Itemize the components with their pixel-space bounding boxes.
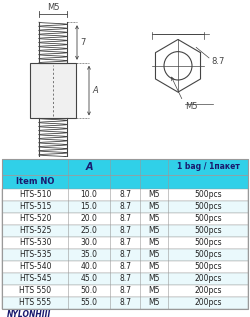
- Text: 50.0: 50.0: [80, 287, 98, 295]
- Text: 20.0: 20.0: [80, 214, 98, 223]
- Text: HTS-525: HTS-525: [19, 226, 51, 236]
- Text: 35.0: 35.0: [80, 250, 98, 260]
- Text: 500pcs: 500pcs: [194, 250, 222, 260]
- Text: M5: M5: [148, 226, 160, 236]
- Text: 500pcs: 500pcs: [194, 203, 222, 211]
- Text: HTS 550: HTS 550: [19, 287, 51, 295]
- Text: A: A: [85, 162, 93, 172]
- Text: M5: M5: [148, 262, 160, 271]
- Text: M5: M5: [148, 191, 160, 199]
- Text: HTS-540: HTS-540: [19, 262, 51, 271]
- Text: HTS 555: HTS 555: [19, 299, 51, 307]
- Text: M5: M5: [148, 287, 160, 295]
- Text: M5: M5: [148, 238, 160, 248]
- Text: 500pcs: 500pcs: [194, 191, 222, 199]
- Text: 500pcs: 500pcs: [194, 238, 222, 248]
- Text: M5: M5: [148, 275, 160, 283]
- Bar: [30, 63, 76, 119]
- Text: M5: M5: [185, 102, 198, 111]
- Text: HTS-510: HTS-510: [19, 191, 51, 199]
- Bar: [2, 189, 248, 201]
- Text: 10.0: 10.0: [80, 191, 98, 199]
- Text: HTS-515: HTS-515: [19, 203, 51, 211]
- Bar: [2, 213, 248, 225]
- Text: 30.0: 30.0: [80, 238, 98, 248]
- Bar: [2, 261, 248, 273]
- Text: 40.0: 40.0: [80, 262, 98, 271]
- Text: 200pcs: 200pcs: [194, 275, 222, 283]
- Text: 500pcs: 500pcs: [194, 226, 222, 236]
- Text: 200pcs: 200pcs: [194, 299, 222, 307]
- Text: M5: M5: [148, 203, 160, 211]
- Text: 8.7: 8.7: [119, 299, 131, 307]
- Text: M5: M5: [148, 299, 160, 307]
- Text: HTS-530: HTS-530: [19, 238, 51, 248]
- Text: 7: 7: [80, 38, 86, 47]
- Bar: [2, 285, 248, 297]
- Text: 25.0: 25.0: [80, 226, 98, 236]
- Text: 8.7: 8.7: [119, 275, 131, 283]
- Text: 500pcs: 500pcs: [194, 214, 222, 223]
- Text: 15.0: 15.0: [80, 203, 98, 211]
- Text: 8.7: 8.7: [119, 191, 131, 199]
- Bar: [2, 159, 248, 175]
- Bar: [2, 201, 248, 213]
- Text: 8.7: 8.7: [119, 262, 131, 271]
- Text: M5: M5: [148, 250, 160, 260]
- Text: M5: M5: [47, 3, 59, 12]
- Text: 8.7: 8.7: [119, 250, 131, 260]
- Bar: [2, 175, 248, 189]
- Text: 8.7: 8.7: [119, 226, 131, 236]
- Text: 45.0: 45.0: [80, 275, 98, 283]
- Text: 8.7: 8.7: [119, 238, 131, 248]
- Text: 1 bag / 1пакет: 1 bag / 1пакет: [176, 162, 240, 171]
- Text: A: A: [92, 86, 98, 95]
- Text: 8.7: 8.7: [119, 214, 131, 223]
- Bar: [2, 297, 248, 309]
- Text: 55.0: 55.0: [80, 299, 98, 307]
- Bar: [2, 237, 248, 249]
- Bar: [2, 249, 248, 261]
- Text: HTS-545: HTS-545: [19, 275, 51, 283]
- Text: NYLONHIII: NYLONHIII: [7, 310, 52, 317]
- Text: 200pcs: 200pcs: [194, 287, 222, 295]
- Text: HTS-535: HTS-535: [19, 250, 51, 260]
- Bar: [2, 225, 248, 237]
- Bar: [2, 273, 248, 285]
- Text: 8.7: 8.7: [211, 57, 224, 66]
- Text: 8.7: 8.7: [119, 287, 131, 295]
- Text: 500pcs: 500pcs: [194, 262, 222, 271]
- Text: HTS-520: HTS-520: [19, 214, 51, 223]
- Text: M5: M5: [148, 214, 160, 223]
- Text: 8.7: 8.7: [119, 203, 131, 211]
- Text: Item NO: Item NO: [16, 178, 54, 186]
